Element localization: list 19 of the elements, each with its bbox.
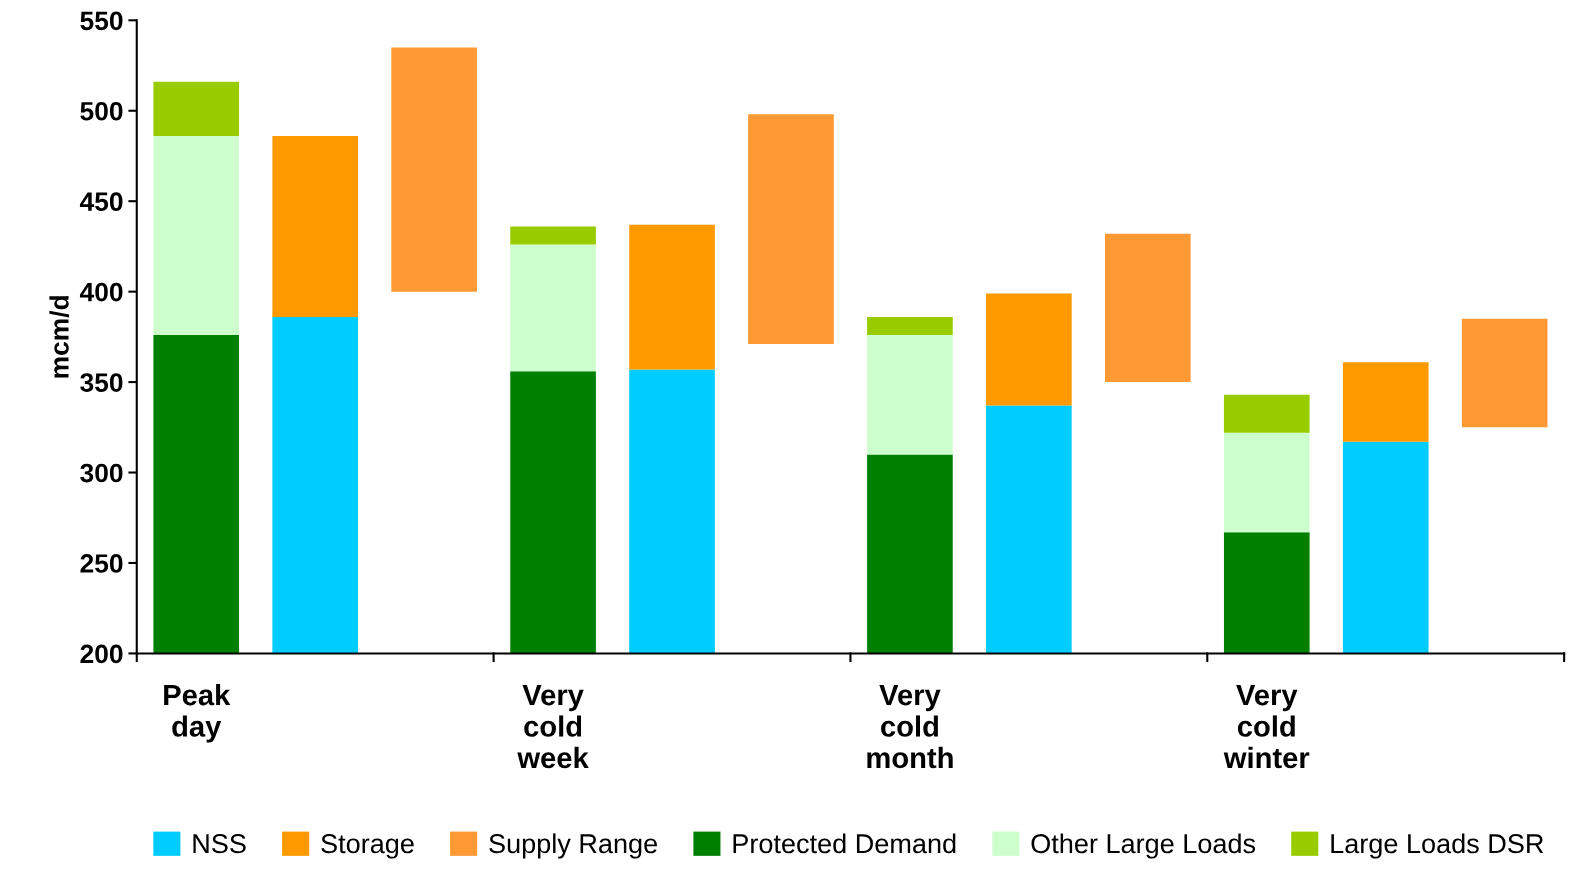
y-tick-label: 350 <box>80 373 123 392</box>
y-tick-label: 200 <box>80 644 123 664</box>
y-tick-label: 300 <box>80 463 123 483</box>
legend-label: NSS <box>193 834 246 854</box>
y-axis-title: mcm/d <box>49 296 70 378</box>
y-tick-label: 450 <box>79 192 123 212</box>
legend-label: Other Large Loads <box>1031 833 1256 859</box>
legend-label: Protected Demand <box>733 833 956 854</box>
x-tick-label: Very cold month <box>867 685 953 769</box>
x-tick-label: Very cold week <box>517 685 589 769</box>
y-tick-label: 550 <box>80 11 123 31</box>
legend-label: Storage <box>321 834 414 859</box>
y-tick-label: 500 <box>80 101 123 121</box>
x-tick-label: Peak day <box>164 683 231 743</box>
x-tick-label: Very cold winter <box>1223 685 1310 769</box>
legend-label: Large Loads DSR <box>1331 833 1544 859</box>
y-tick-label: 250 <box>80 554 123 573</box>
y-tick-label: 400 <box>79 282 123 302</box>
legend-label: Supply Range <box>489 833 657 859</box>
